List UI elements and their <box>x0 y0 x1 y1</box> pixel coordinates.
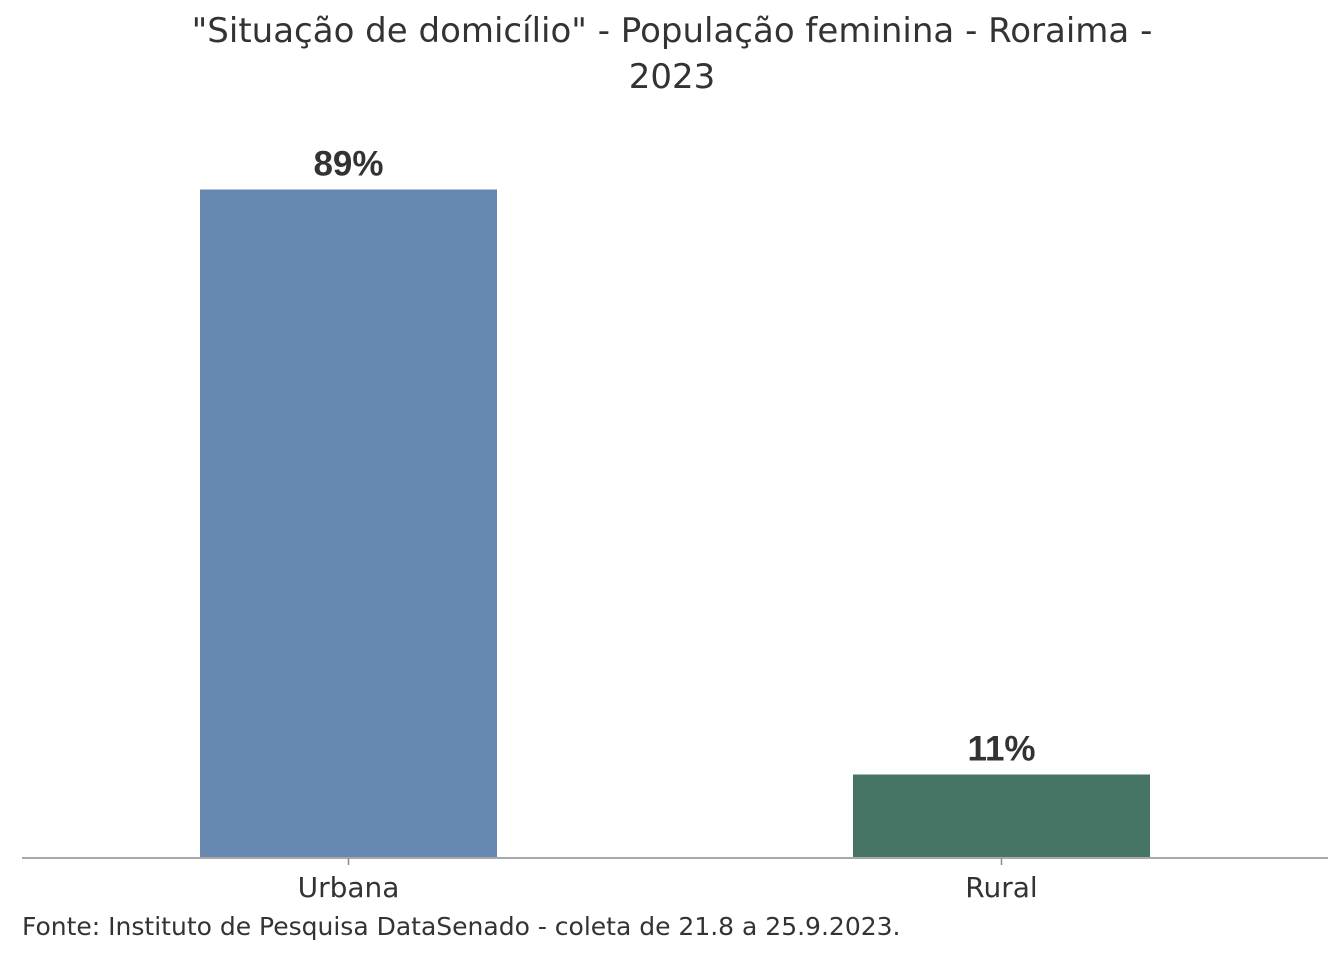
x-tick-label-urbana: Urbana <box>298 871 400 904</box>
data-label-rural: 11% <box>967 730 1035 769</box>
data-label-urbana: 89% <box>313 145 383 184</box>
x-tick-label-rural: Rural <box>965 871 1037 904</box>
chart-title: "Situação de domicílio" - População femi… <box>0 8 1344 100</box>
chart-title-line-1: "Situação de domicílio" - População femi… <box>191 11 1153 51</box>
source-note: Fonte: Instituto de Pesquisa DataSenado … <box>22 912 901 941</box>
bar-urbana <box>200 189 497 857</box>
chart-title-line-2: 2023 <box>628 57 716 97</box>
bar-rural <box>853 774 1150 857</box>
